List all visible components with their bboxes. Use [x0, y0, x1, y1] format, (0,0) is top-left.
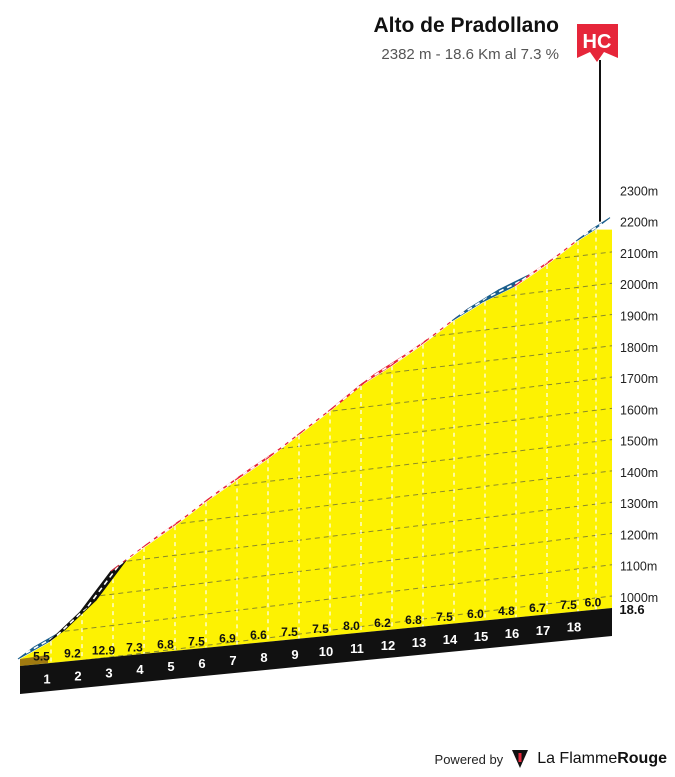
gradient-label-9: 7.5 — [281, 625, 298, 639]
profile-fill — [20, 229, 612, 667]
km-label-4: 4 — [136, 662, 144, 677]
km-label-17: 17 — [536, 623, 550, 638]
gradient-label-16: 4.8 — [498, 604, 515, 618]
altitude-tick-1300: 1300m — [620, 497, 658, 511]
km-label-14: 14 — [443, 632, 458, 647]
altitude-axis: 1000m 1100m 1200m 1300m 1400m 1500m 1600m 1700m… — [620, 184, 658, 605]
gridline-front-2300 — [20, 229, 612, 262]
km-label-9: 9 — [291, 647, 298, 662]
km-gridlines — [50, 229, 597, 666]
altitude-tick-1700: 1700m — [620, 372, 658, 386]
altitude-tick-2200: 2200m — [620, 216, 658, 230]
km-label-1: 1 — [43, 671, 50, 686]
altitude-tick-1200: 1200m — [620, 528, 658, 542]
climb-subtitle: 2382 m - 18.6 Km al 7.3 % — [381, 46, 559, 63]
road-segments — [17, 217, 611, 660]
flag-label: HC — [583, 31, 612, 53]
altitude-tick-2100: 2100m — [620, 247, 658, 261]
altitude-tick-1600: 1600m — [620, 403, 658, 417]
altitude-tick-1100: 1100m — [620, 560, 657, 574]
gradient-label-5: 6.8 — [157, 637, 174, 651]
km-label-13: 13 — [412, 635, 426, 650]
gradient-label-8: 6.6 — [250, 628, 267, 642]
km-label-8: 8 — [260, 650, 267, 665]
road-centerline-4 — [118, 541, 151, 566]
km-label-5: 5 — [167, 659, 174, 674]
km-label-2: 2 — [74, 668, 81, 683]
gradient-label-14: 7.5 — [436, 610, 453, 624]
gradient-label-6: 7.5 — [188, 634, 205, 648]
road-centerline-10 — [304, 404, 337, 431]
end-distance-label: 18.6 — [619, 602, 644, 617]
gradient-label-10: 7.5 — [312, 622, 329, 636]
gradient-label-15: 6.0 — [467, 607, 484, 621]
gradient-label-19: 6.0 — [585, 595, 602, 609]
gradient-labels: 5.5 9.2 12.9 7.3 6.8 7.5 6.9 6.6 7.5 7.5 8.0 6.2 6.8… — [33, 595, 602, 663]
km-label-7: 7 — [229, 653, 236, 668]
km-label-11: 11 — [350, 641, 364, 656]
altitude-tick-1400: 1400m — [620, 466, 658, 480]
km-label-16: 16 — [505, 626, 519, 641]
km-label-3: 3 — [105, 665, 112, 680]
brand-name[interactable]: La FlammeRouge — [537, 750, 667, 767]
profile-area — [20, 229, 612, 667]
road-centerline-11 — [335, 379, 368, 407]
gradient-label-11: 8.0 — [343, 619, 360, 633]
altitude-tick-2300: 2300m — [620, 184, 658, 198]
altitude-tick-1900: 1900m — [620, 309, 658, 323]
km-strip — [20, 608, 612, 694]
road-centerline-6 — [180, 495, 213, 521]
flag-shape — [577, 24, 618, 62]
km-label-12: 12 — [381, 638, 395, 653]
altitude-tick-1500: 1500m — [620, 435, 658, 449]
profile-base — [20, 608, 612, 694]
road-centerline-14 — [428, 314, 461, 340]
road-centerline-18 — [552, 234, 585, 260]
altitude-tick-2000: 2000m — [620, 278, 658, 292]
km-label-18: 18 — [567, 620, 581, 635]
road-centerline-9 — [273, 428, 306, 454]
gradient-label-12: 6.2 — [374, 616, 391, 630]
gradient-label-1: 5.5 — [33, 649, 50, 663]
gradient-label-18: 7.5 — [560, 598, 577, 612]
gradient-label-17: 6.7 — [529, 601, 546, 615]
category-flag: HC — [577, 24, 618, 222]
km-label-15: 15 — [474, 629, 488, 644]
km-label-10: 10 — [319, 644, 333, 659]
gradient-label-3: 12.9 — [92, 643, 116, 657]
road-centerline-16 — [490, 279, 523, 297]
footer: Powered by La FlammeRouge — [435, 749, 667, 769]
gradient-label-7: 6.9 — [219, 631, 236, 645]
km-label-6: 6 — [198, 656, 205, 671]
gridline-front-1200 — [20, 532, 612, 606]
road-centerline-19 — [583, 222, 603, 236]
gradient-label-13: 6.8 — [405, 613, 422, 627]
climb-title: Alto de Pradollano — [373, 14, 559, 37]
gridline-front-1100 — [20, 564, 612, 638]
gridline-front-1000 — [20, 595, 612, 667]
gradient-label-2: 9.2 — [64, 646, 81, 660]
powered-by-text: Powered by — [434, 751, 504, 767]
start-face — [20, 655, 48, 666]
gradient-label-4: 7.3 — [126, 640, 143, 654]
road-centerline-2 — [56, 605, 89, 637]
altitude-tick-1000: 1000m — [620, 591, 658, 605]
flame-logo-icon — [512, 750, 529, 768]
road-centerline-15 — [459, 294, 492, 316]
altitude-tick-1800: 1800m — [620, 341, 658, 355]
